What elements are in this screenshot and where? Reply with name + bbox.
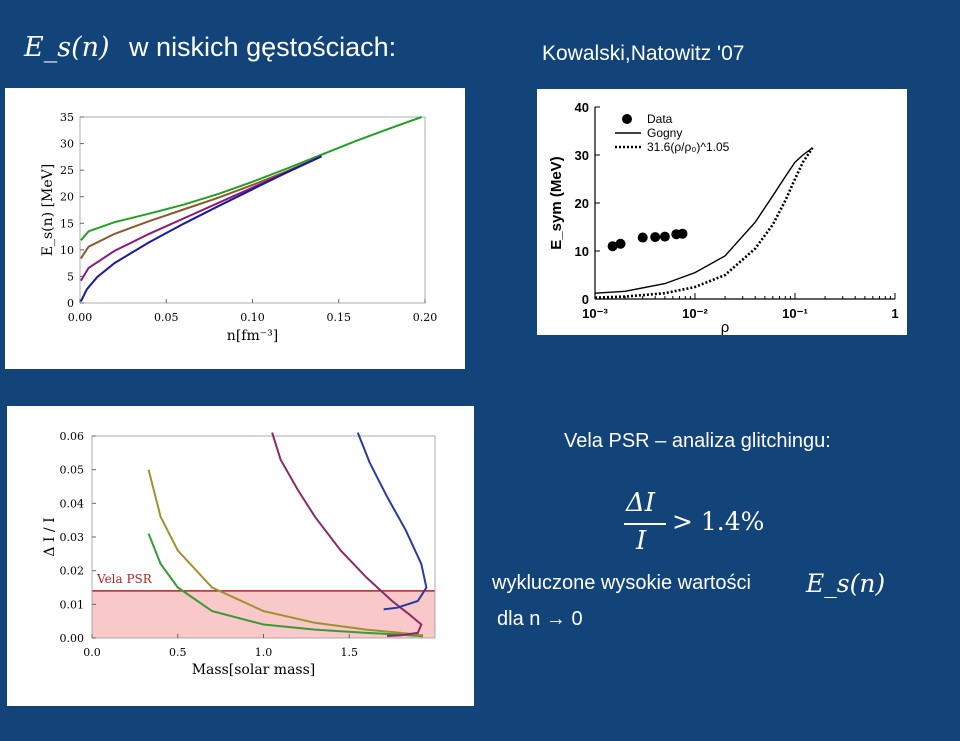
chart3-svg: Vela PSR 0.00 0.01 0.02 0.03 0.04 0.05 0.06 0.0 0… bbox=[42, 430, 436, 678]
x-tick-label: 0.10 bbox=[240, 311, 265, 324]
formula-numerator: ΔI bbox=[626, 488, 656, 518]
vela-heading: Vela PSR – analiza glitchingu: bbox=[564, 430, 831, 452]
series-line bbox=[147, 469, 424, 637]
x-tick-label: 0.05 bbox=[154, 311, 179, 324]
x-tick-label: 1 bbox=[891, 306, 898, 321]
formula-denominator: I bbox=[636, 526, 647, 556]
limit-text: dla n → 0 bbox=[497, 608, 583, 630]
y-axis-label: Δ I / I bbox=[42, 517, 58, 556]
data-point bbox=[677, 228, 688, 239]
y-tick-label: 0.01 bbox=[60, 598, 85, 611]
chart-esym-kowalski: 0 10 20 30 40 10⁻³ 10⁻² 10⁻¹ 1 Data Gogny 31.6(ρ/ρ₀… bbox=[537, 89, 907, 336]
fraction-bar bbox=[624, 523, 666, 525]
citation: Kowalski,Natowitz '07 bbox=[542, 42, 745, 65]
chart1-svg: 0 5 10 15 20 25 30 35 0.00 0.05 0.10 0.15 0.20 n[fm⁻³… bbox=[40, 111, 438, 344]
x-tick-label: 0.00 bbox=[68, 311, 93, 324]
data-point bbox=[659, 231, 670, 242]
y-tick-label: 10 bbox=[60, 244, 74, 257]
excluded-math: E_s(n) bbox=[806, 569, 886, 598]
y-axis-label: E_s(n) [MeV] bbox=[40, 164, 56, 256]
y-tick-label: 0 bbox=[582, 292, 589, 307]
power-law-line bbox=[594, 147, 814, 299]
legend-marker bbox=[622, 114, 632, 124]
y-tick-label: 5 bbox=[67, 270, 74, 283]
series-line bbox=[80, 155, 322, 259]
y-tick-label: 35 bbox=[60, 111, 74, 124]
x-axis-label: n[fm⁻³] bbox=[227, 328, 278, 344]
formula-rhs: > 1.4% bbox=[672, 507, 765, 536]
x-tick-label: 0.5 bbox=[169, 646, 187, 659]
x-tick-label: 0.20 bbox=[413, 311, 438, 324]
y-tick-label: 10 bbox=[575, 244, 589, 259]
y-tick-label: 0.04 bbox=[60, 497, 85, 510]
series-line bbox=[147, 533, 424, 638]
legend-label: Gogny bbox=[647, 126, 682, 140]
chart2-svg: 0 10 20 30 40 10⁻³ 10⁻² 10⁻¹ 1 DataGogny31.6(ρ/ρ₀… bbox=[548, 100, 899, 336]
chart-symmetry-energy: 0 5 10 15 20 25 30 35 0.00 0.05 0.10 0.15 0.20 n[fm⁻³… bbox=[5, 88, 465, 369]
vela-band-label: Vela PSR bbox=[96, 572, 153, 586]
x-tick-label: 1.5 bbox=[341, 646, 359, 659]
y-tick-label: 0 bbox=[67, 297, 74, 310]
y-tick-label: 0.00 bbox=[60, 632, 85, 645]
x-tick-label: 0.15 bbox=[327, 311, 352, 324]
y-axis-label: E_sym (MeV) bbox=[548, 156, 565, 249]
slide-title: E_s(n) w niskich gęstościach: bbox=[24, 32, 396, 63]
y-tick-label: 40 bbox=[575, 100, 589, 115]
y-tick-label: 15 bbox=[60, 217, 74, 230]
y-tick-label: 0.05 bbox=[60, 464, 85, 477]
x-tick-label: 1.0 bbox=[255, 646, 273, 659]
x-axis-label: Mass[solar mass] bbox=[192, 662, 316, 678]
gogny-line bbox=[594, 147, 814, 294]
legend-label: Data bbox=[647, 112, 673, 126]
y-tick-label: 20 bbox=[575, 196, 589, 211]
series-line bbox=[271, 432, 423, 637]
title-math: E_s(n) bbox=[24, 32, 110, 63]
legend-label: 31.6(ρ/ρ₀)^1.05 bbox=[647, 140, 730, 154]
x-tick-label: 0.0 bbox=[83, 646, 101, 659]
y-tick-label: 0.06 bbox=[60, 430, 85, 443]
data-point bbox=[637, 232, 648, 243]
excluded-text: wykluczone wysokie wartości bbox=[492, 572, 751, 594]
y-tick-label: 0.03 bbox=[60, 531, 85, 544]
data-point bbox=[650, 232, 661, 243]
plot-frame bbox=[79, 116, 426, 304]
y-tick-label: 30 bbox=[60, 138, 74, 151]
x-axis-label: ρ bbox=[721, 319, 730, 335]
y-tick-label: 25 bbox=[60, 164, 74, 177]
y-tick-label: 30 bbox=[575, 148, 589, 163]
chart-vela-psr: Vela PSR 0.00 0.01 0.02 0.03 0.04 0.05 0.06 0.0 0… bbox=[7, 406, 474, 706]
series-line bbox=[80, 116, 422, 241]
data-point bbox=[615, 238, 626, 249]
y-tick-label: 20 bbox=[60, 191, 74, 204]
data-point bbox=[607, 241, 618, 252]
title-text: w niskich gęstościach: bbox=[129, 32, 397, 62]
series-line bbox=[356, 432, 428, 611]
x-tick-label: 10⁻³ bbox=[582, 306, 608, 321]
formula: ΔI I > 1.4% bbox=[620, 488, 800, 558]
series-line bbox=[80, 155, 322, 302]
x-tick-label: 10⁻¹ bbox=[782, 306, 808, 321]
x-tick-label: 10⁻² bbox=[682, 306, 708, 321]
y-tick-label: 0.02 bbox=[60, 565, 85, 578]
